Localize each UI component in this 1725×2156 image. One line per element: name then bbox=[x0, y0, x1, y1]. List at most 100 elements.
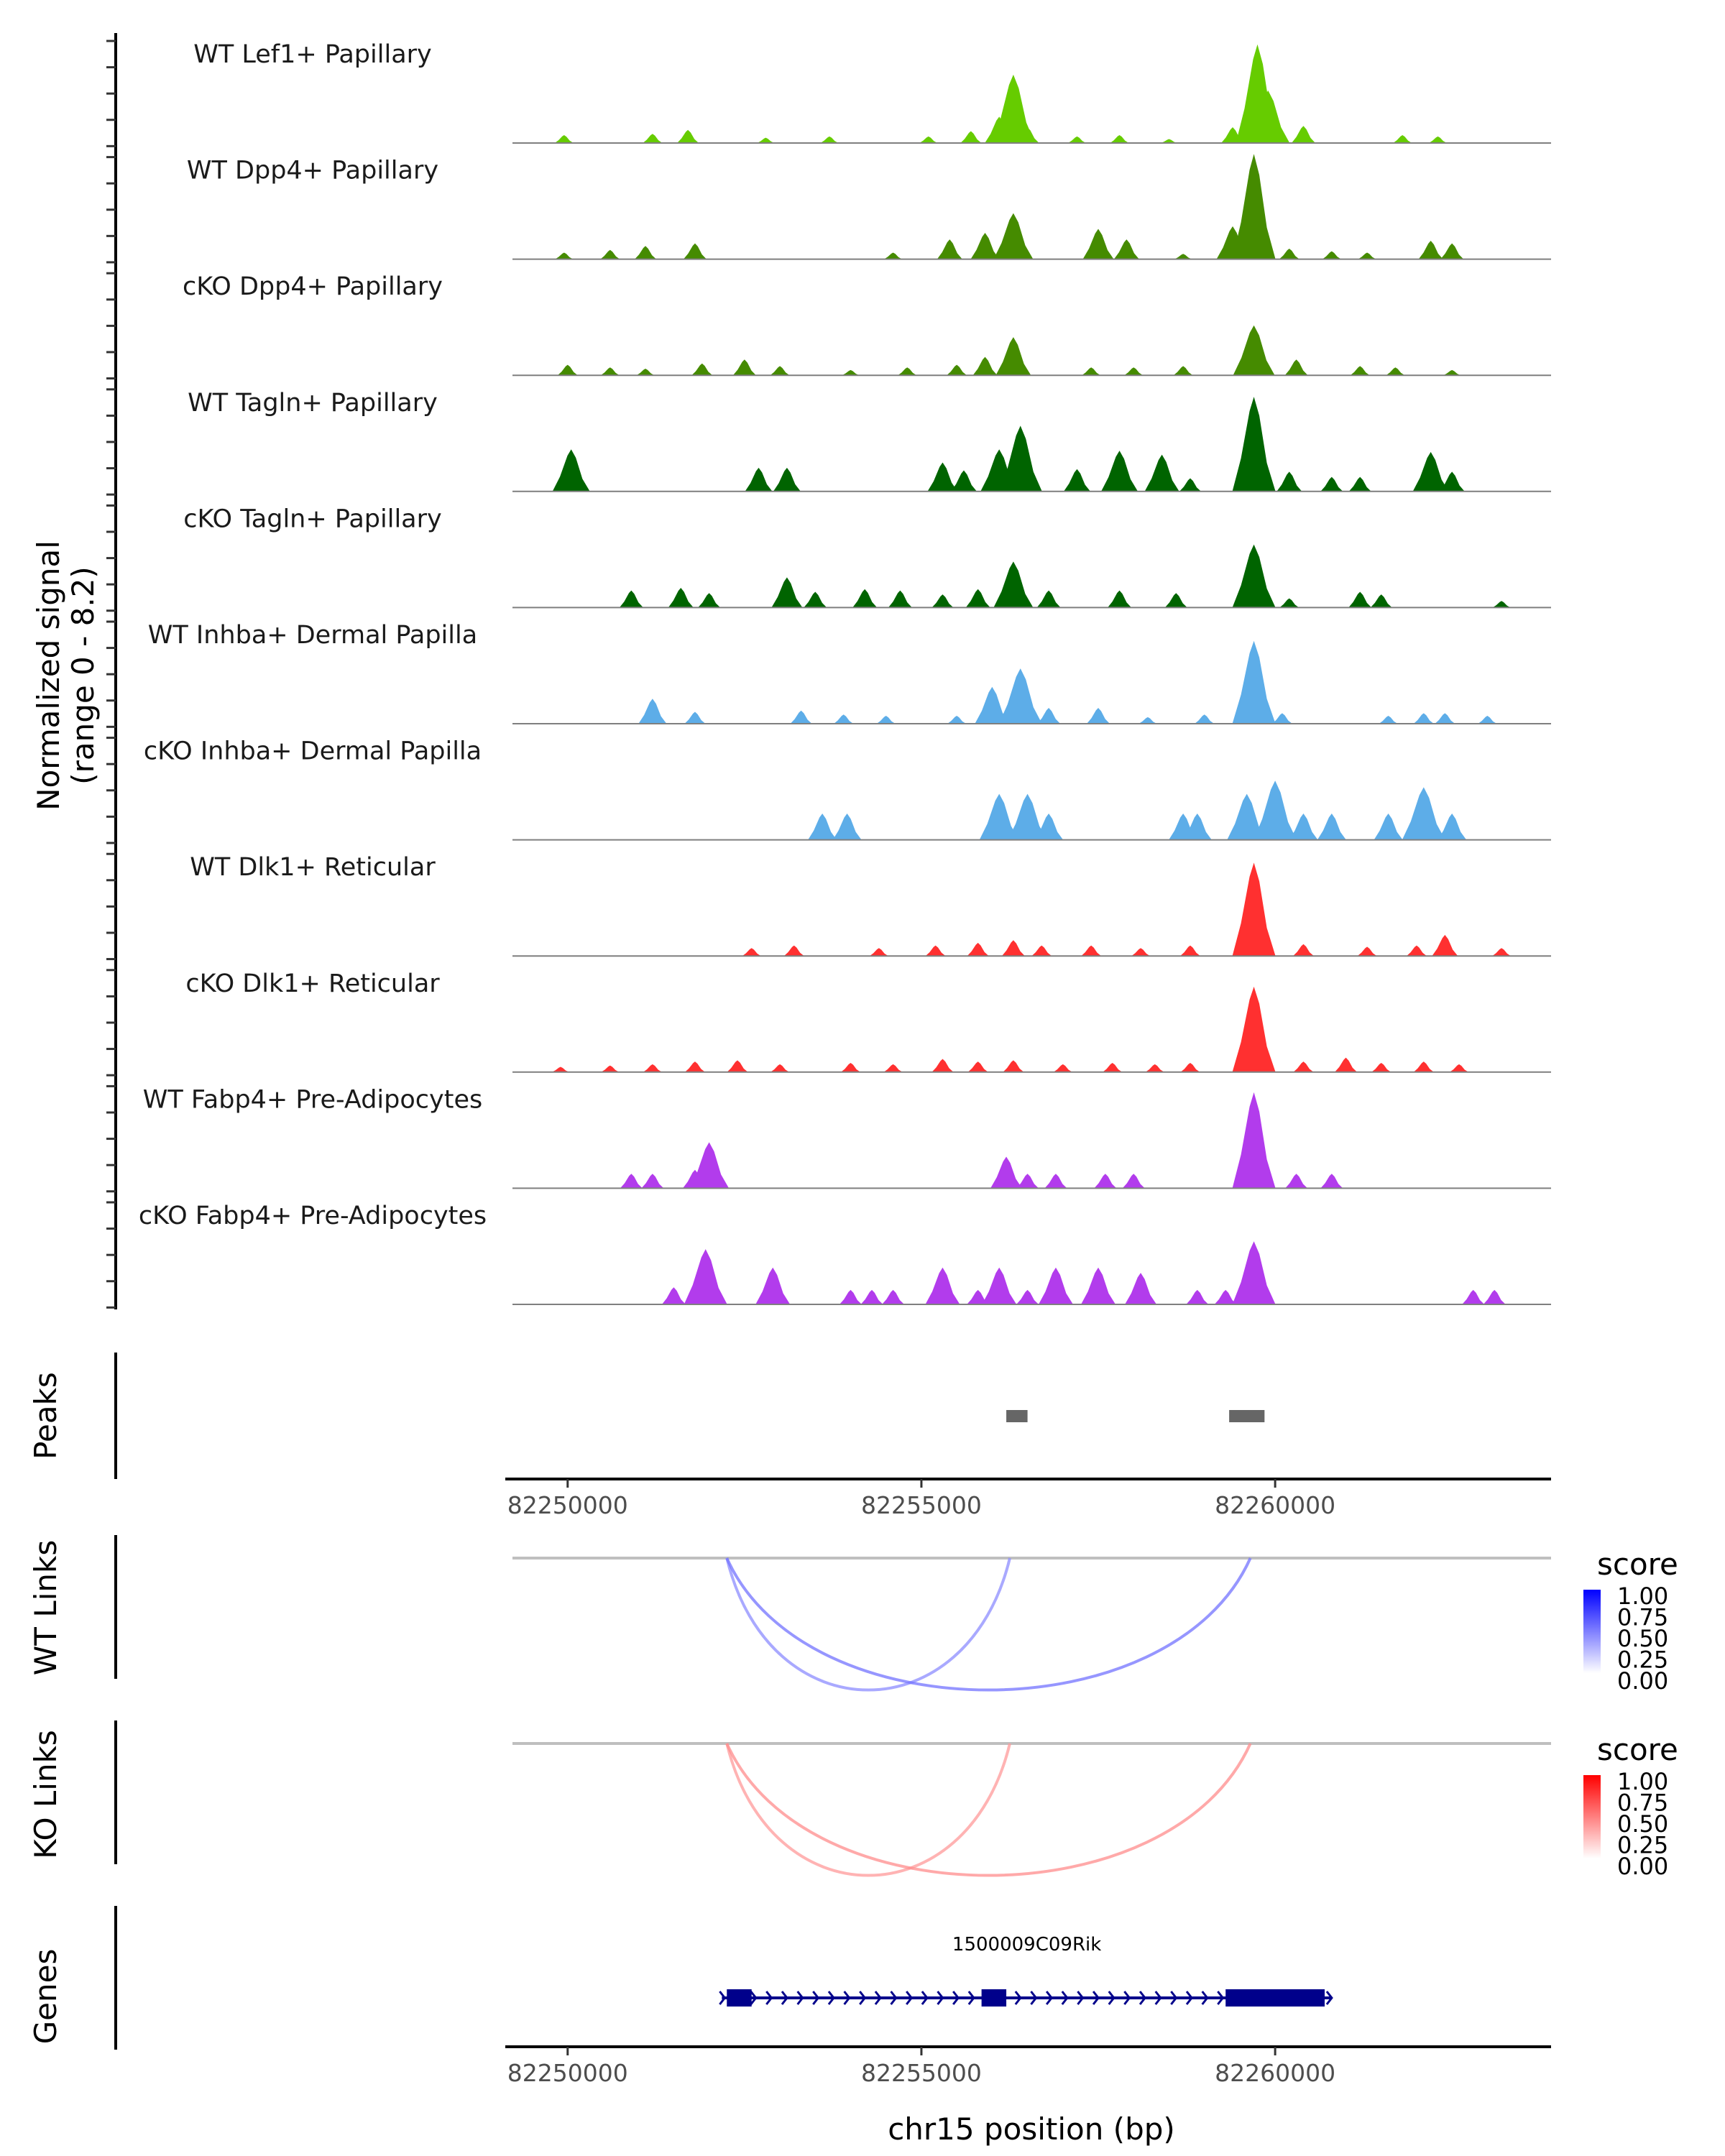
legend-tick-label: 0.25 bbox=[1617, 1832, 1668, 1859]
link-arc bbox=[725, 1743, 1011, 1877]
y-axis-title-line2: (range 0 - 8.2) bbox=[65, 566, 101, 785]
coverage-y-axis bbox=[106, 33, 117, 1309]
links-arcs bbox=[512, 1557, 1551, 1877]
strand-arrow-icon bbox=[952, 1991, 960, 2005]
legend-colorbar bbox=[1583, 1590, 1601, 1673]
strand-arrow-icon bbox=[1077, 1991, 1085, 2005]
peaks-track-label: Peaks bbox=[28, 1372, 63, 1460]
legend-title: score bbox=[1597, 1547, 1678, 1582]
strand-arrow-icon bbox=[1154, 1991, 1162, 2005]
track-label: cKO Fabp4+ Pre-Adipocytes bbox=[139, 1202, 487, 1230]
x-tick-label: 82255000 bbox=[861, 1491, 982, 1519]
x-tick-label: 82260000 bbox=[1215, 2059, 1335, 2087]
wt-links-track-label: WT Links bbox=[28, 1540, 63, 1675]
coverage-track bbox=[512, 780, 1551, 841]
peak-region bbox=[1229, 1410, 1265, 1422]
coverage-track bbox=[512, 862, 1551, 957]
strand-arrow-icon bbox=[967, 1991, 975, 2005]
legend-tick-label: 0.75 bbox=[1617, 1789, 1668, 1817]
strand-arrow-icon bbox=[1061, 1991, 1069, 2005]
strand-arrow-icon bbox=[765, 1991, 773, 2005]
track-label: WT Dpp4+ Papillary bbox=[187, 157, 438, 185]
coverage-area bbox=[512, 154, 1551, 259]
coverage-area bbox=[512, 780, 1551, 840]
coverage-area bbox=[512, 397, 1551, 492]
track-label: cKO Dlk1+ Reticular bbox=[185, 969, 440, 998]
genes-track-label: Genes bbox=[28, 1949, 63, 2045]
strand-arrow-icon bbox=[1123, 1991, 1131, 2005]
x-axis-top: 82250000 82255000 82260000 bbox=[505, 1478, 1551, 1519]
strand-arrow-icon bbox=[796, 1991, 804, 2005]
coverage-area bbox=[512, 862, 1551, 957]
strand-arrow-icon bbox=[890, 1991, 898, 2005]
strand-arrow-icon bbox=[1217, 1991, 1225, 2005]
legend-tick-label: 0.50 bbox=[1617, 1810, 1668, 1838]
strand-arrow-icon bbox=[750, 1991, 758, 2005]
track-label: WT Dlk1+ Reticular bbox=[190, 853, 436, 882]
strand-arrow-icon bbox=[1108, 1991, 1116, 2005]
strand-arrow-icon bbox=[781, 1991, 788, 2005]
coverage-track bbox=[512, 986, 1551, 1073]
legend-tick-label: 0.00 bbox=[1617, 1853, 1668, 1880]
track-label: WT Lef1+ Papillary bbox=[193, 40, 432, 69]
strand-arrow-icon bbox=[1045, 1991, 1054, 2005]
strand-arrow-icon bbox=[859, 1991, 867, 2005]
coverage-tracks: WT Lef1+ Papillary WT Dpp4+ Papillary cKO … bbox=[139, 40, 1551, 1305]
strand-arrow-icon bbox=[1014, 1991, 1022, 2005]
track-label: WT Inhba+ Dermal Papilla bbox=[148, 621, 477, 650]
strand-arrow-icon bbox=[937, 1991, 944, 2005]
legend-tick-label: 0.50 bbox=[1617, 1625, 1668, 1652]
coverage-area bbox=[512, 325, 1551, 376]
gene-models: 1500009C09Rik bbox=[719, 1934, 1333, 2007]
strand-arrow-icon bbox=[1201, 1991, 1209, 2005]
link-arc bbox=[725, 1557, 1252, 1692]
peaks-regions bbox=[1006, 1410, 1265, 1422]
gene-exon bbox=[1225, 1989, 1325, 2007]
legend-tick-label: 0.75 bbox=[1617, 1604, 1668, 1631]
legend-tick-label: 0.25 bbox=[1617, 1646, 1668, 1674]
track-label: WT Tagln+ Papillary bbox=[188, 389, 438, 418]
strand-arrow-icon bbox=[827, 1991, 835, 2005]
strand-arrow-icon bbox=[1170, 1991, 1178, 2005]
strand-arrow-icon bbox=[719, 1991, 727, 2005]
coverage-area bbox=[512, 986, 1551, 1072]
x-tick-label: 82250000 bbox=[507, 1491, 628, 1519]
x-tick-label: 82255000 bbox=[861, 2059, 982, 2087]
strand-arrow-icon bbox=[874, 1991, 882, 2005]
legend-tick-label: 1.00 bbox=[1617, 1583, 1668, 1610]
gene-exon bbox=[727, 1989, 752, 2007]
coverage-area bbox=[512, 640, 1551, 724]
legend-colorbar bbox=[1583, 1775, 1601, 1858]
strand-arrow-icon bbox=[1030, 1991, 1038, 2005]
strand-arrow-icon bbox=[921, 1991, 929, 2005]
coverage-track bbox=[512, 154, 1551, 260]
link-arc bbox=[725, 1557, 1011, 1692]
coverage-area bbox=[512, 1241, 1551, 1304]
strand-arrow-icon bbox=[1185, 1991, 1193, 2005]
coverage-track bbox=[512, 1092, 1551, 1189]
legend-title: score bbox=[1597, 1732, 1678, 1767]
track-label: cKO Tagln+ Papillary bbox=[183, 505, 442, 533]
ko-links-track-label: KO Links bbox=[28, 1730, 63, 1859]
gene-name-label: 1500009C09Rik bbox=[952, 1934, 1101, 1955]
coverage-track bbox=[512, 325, 1551, 377]
coverage-track bbox=[512, 397, 1551, 492]
link-arc bbox=[725, 1743, 1252, 1877]
strand-arrow-icon bbox=[906, 1991, 914, 2005]
track-label: cKO Inhba+ Dermal Papilla bbox=[144, 737, 482, 766]
coverage-track bbox=[512, 544, 1551, 609]
strand-arrow-icon bbox=[812, 1991, 820, 2005]
score-legends: score1.000.750.500.250.00score1.000.750.… bbox=[1583, 1547, 1678, 1880]
strand-arrow-icon bbox=[843, 1991, 851, 2005]
legend-tick-label: 0.00 bbox=[1617, 1667, 1668, 1695]
strand-arrow-icon bbox=[1138, 1991, 1146, 2005]
gene-exon bbox=[981, 1989, 1007, 2007]
peak-region bbox=[1006, 1410, 1028, 1422]
track-label: cKO Dpp4+ Papillary bbox=[183, 272, 443, 301]
x-axis-title: chr15 position (bp) bbox=[888, 2111, 1175, 2147]
coverage-area bbox=[512, 44, 1551, 144]
x-axis-bottom: 82250000 82255000 82260000 bbox=[505, 2045, 1551, 2087]
y-axis-title-line1: Normalized signal bbox=[31, 540, 66, 811]
x-tick-label: 82260000 bbox=[1215, 1491, 1335, 1519]
